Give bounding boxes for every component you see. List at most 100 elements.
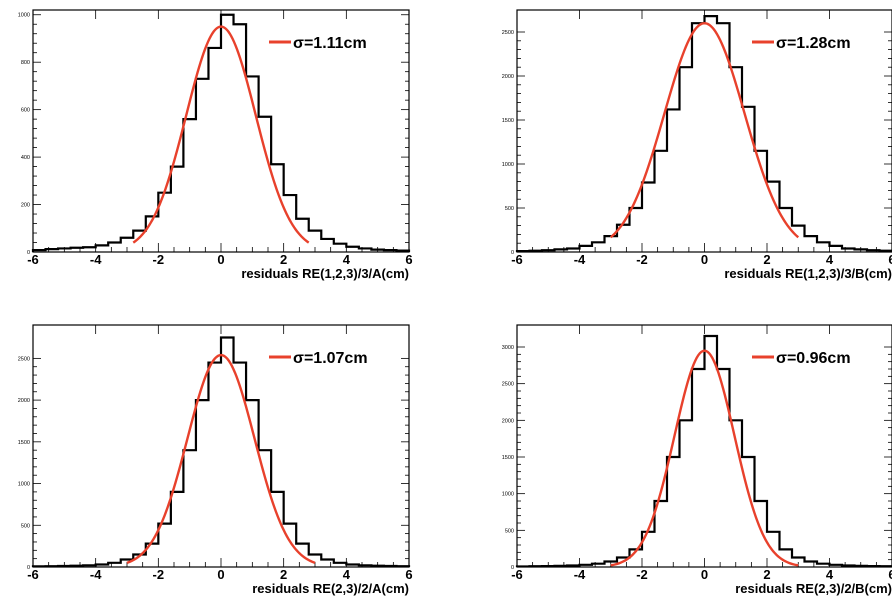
y-tick-label: 500	[505, 206, 514, 212]
y-tick-label: 1000	[18, 13, 30, 19]
histogram-bar	[555, 249, 568, 252]
y-tick-label: 1000	[502, 162, 514, 168]
histogram-bar	[71, 566, 84, 567]
histogram-bar	[567, 248, 580, 252]
histogram-bar	[346, 564, 359, 567]
histogram-bar	[592, 564, 605, 567]
x-tick-label: 4	[343, 252, 351, 267]
x-axis-label: residuals RE(2,3)/2/B(cm)	[735, 581, 892, 596]
histogram-bar	[630, 208, 643, 252]
y-tick-label: 2500	[502, 382, 514, 388]
histogram-bar	[705, 336, 718, 567]
x-tick-label: 4	[343, 567, 351, 582]
histogram-bar	[196, 400, 209, 567]
gaussian-fit-line	[132, 25, 310, 244]
panel-2: 0 500 1000 1500 2000 2500 -6 -4 -2 0 2 4 6 σ=1.28cm re…	[502, 9, 892, 281]
x-tick-label: 0	[217, 567, 224, 582]
histogram-bar	[680, 420, 693, 567]
histogram-bar	[692, 369, 705, 567]
x-tick-label: -2	[636, 567, 648, 582]
histogram-bar	[234, 363, 247, 567]
histogram-bar	[359, 565, 372, 567]
y-tick-label: 2000	[502, 74, 514, 80]
histogram-bar	[321, 559, 334, 567]
histogram-bar	[580, 246, 593, 252]
histogram-bar	[855, 249, 868, 252]
histogram-bar	[171, 167, 184, 252]
histogram-bar	[46, 566, 59, 567]
histogram-bar	[692, 23, 705, 252]
histogram-bar	[221, 15, 234, 252]
histogram-bar	[542, 566, 555, 567]
x-tick-label: -6	[511, 567, 523, 582]
x-tick-label: 2	[280, 567, 287, 582]
histogram-bar	[680, 67, 693, 252]
x-tick-label: 4	[826, 252, 834, 267]
x-tick-label: 0	[217, 252, 224, 267]
histogram-bar	[83, 247, 96, 252]
histogram-bar	[58, 248, 71, 252]
y-tick-label: 400	[21, 155, 30, 161]
histogram-bar	[334, 563, 347, 567]
histogram-bar	[396, 566, 409, 567]
x-tick-label: -4	[574, 252, 586, 267]
histogram-bar	[158, 524, 171, 567]
histogram-bar	[805, 236, 818, 252]
panel-4: 0 500 1000 1500 2000 2500 3000 -6 -4 -2 0 2 4 6 σ=0.96…	[502, 324, 892, 596]
histogram-bar	[371, 250, 384, 252]
x-tick-label: -2	[153, 567, 165, 582]
x-tick-label: 2	[763, 252, 770, 267]
histogram-bar	[667, 457, 680, 567]
histogram-bar	[33, 566, 46, 567]
histogram-bar	[880, 566, 892, 567]
histogram-bar	[567, 566, 580, 567]
x-tick-label: -4	[574, 567, 586, 582]
histogram-bar	[196, 79, 209, 252]
x-tick-label: -2	[636, 252, 648, 267]
y-tick-label: 1000	[502, 492, 514, 498]
histogram-bar	[792, 226, 805, 252]
histogram-bar	[717, 369, 730, 567]
x-axis-label: residuals RE(1,2,3)/3/B(cm)	[724, 266, 892, 281]
gaussian-fit-line	[610, 349, 799, 567]
histogram-bar	[592, 242, 605, 252]
panel-1: 0 200 400 600 800 1000 -6 -4 -2 0 2 4 6 σ=1.11cm resid…	[18, 9, 413, 281]
legend-label: σ=0.96cm	[776, 350, 851, 367]
x-tick-label: 6	[888, 567, 892, 582]
y-tick-label: 0	[27, 565, 30, 571]
histogram-bar	[542, 250, 555, 252]
histogram-bar	[530, 566, 543, 567]
y-tick-label: 2000	[18, 398, 30, 404]
y-tick-label: 1500	[502, 455, 514, 461]
histogram-bar	[96, 564, 109, 567]
y-tick-label: 200	[21, 203, 30, 209]
histogram-outline	[31, 13, 411, 252]
histogram-bar	[517, 566, 530, 567]
histogram-bar	[183, 119, 196, 252]
histogram-bar	[309, 231, 322, 252]
histogram-bar	[321, 239, 334, 252]
histogram-bar	[705, 16, 718, 252]
histogram-bar	[555, 566, 568, 567]
y-tick-label: 0	[511, 565, 514, 571]
histogram-outline	[515, 334, 892, 568]
x-axis-label: residuals RE(2,3)/2/A(cm)	[252, 581, 409, 596]
x-tick-label: 6	[888, 252, 892, 267]
histogram-bar	[830, 246, 843, 252]
histogram-bar	[867, 566, 880, 567]
gaussian-fit-line	[609, 21, 800, 239]
y-tick-label: 600	[21, 108, 30, 114]
histogram-bar	[855, 566, 868, 567]
x-tick-label: -2	[153, 252, 165, 267]
histogram-outline	[31, 336, 411, 568]
histogram-bar	[296, 219, 309, 252]
histogram-bar	[246, 400, 259, 567]
histogram-bar	[817, 564, 830, 567]
y-tick-label: 3000	[502, 345, 514, 351]
x-tick-label: 6	[405, 252, 412, 267]
y-tick-label: 1500	[18, 440, 30, 446]
histogram-bar	[83, 565, 96, 567]
x-tick-label: -6	[511, 252, 523, 267]
x-tick-label: 4	[826, 567, 834, 582]
